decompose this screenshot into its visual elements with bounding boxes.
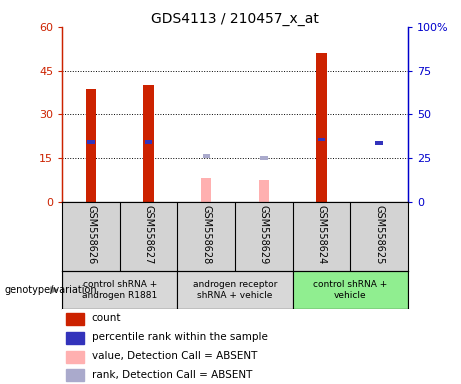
Text: control shRNA +
androgen R1881: control shRNA + androgen R1881 (82, 280, 158, 300)
Bar (260, 156, 268, 160)
Text: androgen receptor
shRNA + vehicle: androgen receptor shRNA + vehicle (193, 280, 278, 300)
Text: GSM558625: GSM558625 (374, 205, 384, 265)
Text: GSM558628: GSM558628 (201, 205, 211, 264)
Bar (86, 89, 96, 202)
Title: GDS4113 / 210457_x_at: GDS4113 / 210457_x_at (151, 12, 319, 26)
Bar (145, 141, 153, 144)
Bar (62, 271, 177, 309)
Bar (66, 332, 84, 344)
Bar (201, 178, 212, 202)
Bar (316, 53, 327, 202)
Text: genotype/variation: genotype/variation (5, 285, 97, 295)
Bar (66, 351, 84, 362)
Bar (318, 138, 325, 141)
Text: percentile rank within the sample: percentile rank within the sample (92, 332, 267, 342)
Text: GSM558624: GSM558624 (317, 205, 326, 264)
Bar (87, 141, 95, 144)
Text: rank, Detection Call = ABSENT: rank, Detection Call = ABSENT (92, 370, 252, 380)
Text: value, Detection Call = ABSENT: value, Detection Call = ABSENT (92, 351, 257, 361)
Text: GSM558627: GSM558627 (144, 205, 154, 265)
Bar (293, 271, 408, 309)
Text: count: count (92, 313, 121, 323)
Bar (259, 180, 269, 202)
Bar (66, 313, 84, 325)
Bar (66, 369, 84, 381)
Bar (177, 271, 293, 309)
Bar (202, 154, 210, 158)
Bar (143, 85, 154, 202)
Text: GSM558629: GSM558629 (259, 205, 269, 264)
Text: GSM558626: GSM558626 (86, 205, 96, 264)
Bar (375, 141, 383, 145)
Text: control shRNA +
vehicle: control shRNA + vehicle (313, 280, 388, 300)
